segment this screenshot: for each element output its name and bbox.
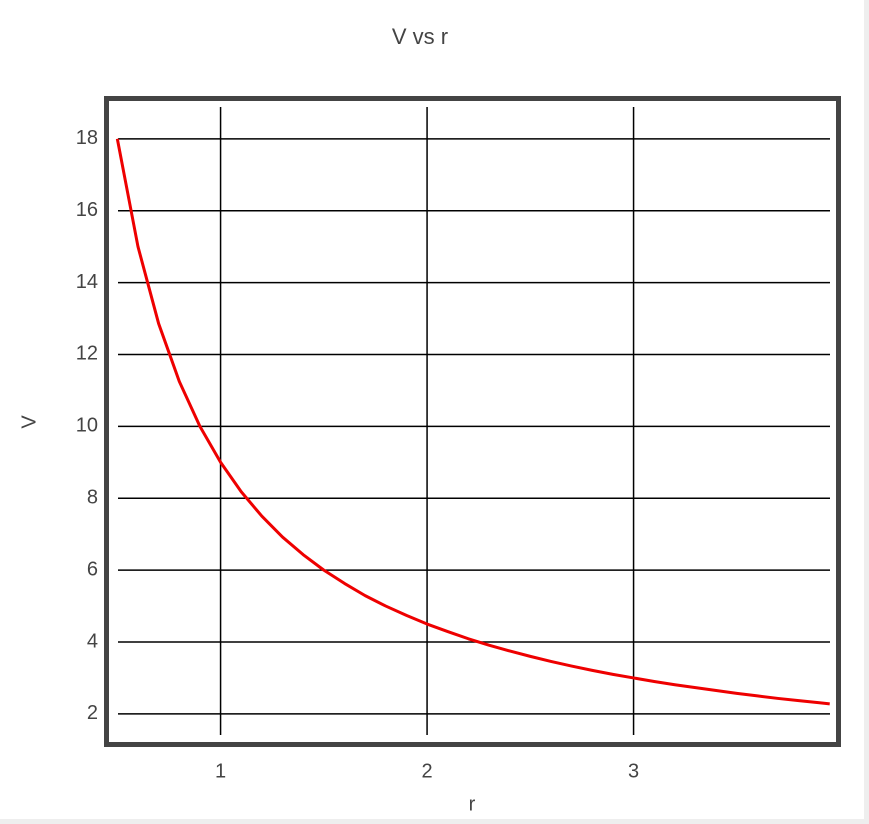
y-axis-label: V (18, 415, 40, 429)
x-tick-label: 2 (422, 760, 433, 782)
x-tick-label: 1 (215, 760, 226, 782)
y-tick-label: 2 (87, 702, 98, 724)
y-tick-label: 6 (87, 558, 98, 580)
y-tick-label: 4 (87, 630, 98, 652)
y-tick-label: 14 (76, 271, 98, 293)
x-axis-label: r (469, 793, 476, 815)
scroll-edge (864, 0, 869, 824)
y-tick-label: 10 (76, 415, 98, 437)
y-tick-label: 12 (76, 343, 98, 365)
data-line (115, 138, 830, 706)
y-tick-label: 18 (76, 127, 98, 149)
plot-frame (104, 96, 841, 747)
plot-area (115, 107, 830, 735)
y-tick-label: 8 (87, 487, 98, 509)
bottom-edge (0, 819, 869, 824)
chart-title: V vs r (392, 24, 448, 49)
y-tick-label: 16 (76, 199, 98, 221)
x-tick-label: 3 (628, 760, 639, 782)
